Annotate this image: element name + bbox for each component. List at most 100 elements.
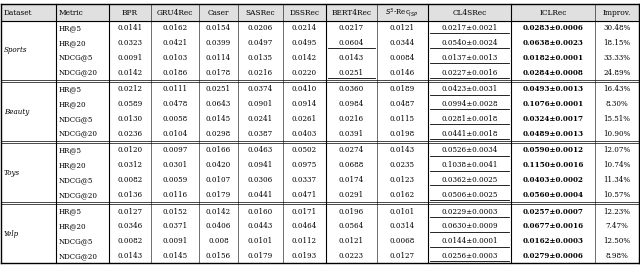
Text: 0.0403: 0.0403: [292, 130, 317, 138]
Text: 0.0323: 0.0323: [118, 39, 143, 47]
Text: 11.34%: 11.34%: [604, 176, 630, 184]
Text: 0.1076±0.0001: 0.1076±0.0001: [522, 100, 584, 108]
Text: 0.0443: 0.0443: [248, 222, 273, 231]
Text: 0.0590±0.0012: 0.0590±0.0012: [522, 146, 583, 154]
Text: 0.0212: 0.0212: [118, 85, 143, 93]
Text: 0.0241: 0.0241: [248, 115, 273, 123]
Text: 30.48%: 30.48%: [604, 24, 630, 32]
Text: 0.0463: 0.0463: [248, 146, 273, 154]
Text: 0.0564: 0.0564: [339, 222, 364, 231]
Text: 0.0141: 0.0141: [118, 24, 143, 32]
Text: 0.0156: 0.0156: [206, 252, 231, 260]
Text: 0.0166: 0.0166: [206, 146, 231, 154]
Text: 0.0235: 0.0235: [390, 161, 415, 169]
Text: ICLRec: ICLRec: [539, 9, 566, 17]
Text: 0.0324±0.0017: 0.0324±0.0017: [522, 115, 583, 123]
Text: 0.0406: 0.0406: [206, 222, 231, 231]
Text: HR@5: HR@5: [59, 146, 82, 154]
Text: 0.0994±0.0028: 0.0994±0.0028: [441, 100, 498, 108]
Text: 0.0421: 0.0421: [163, 39, 188, 47]
Text: Yelp: Yelp: [4, 230, 19, 238]
Text: 0.0281±0.0018: 0.0281±0.0018: [441, 115, 498, 123]
Text: 0.0123: 0.0123: [390, 176, 415, 184]
Text: 0.0143: 0.0143: [390, 146, 415, 154]
Text: 10.74%: 10.74%: [604, 161, 630, 169]
Text: 0.0104: 0.0104: [163, 130, 188, 138]
Text: 0.0374: 0.0374: [248, 85, 273, 93]
Text: 0.0493±0.0013: 0.0493±0.0013: [522, 85, 584, 93]
Text: NDCG@20: NDCG@20: [59, 130, 98, 138]
Text: 0.0914: 0.0914: [292, 100, 317, 108]
Text: 0.0560±0.0004: 0.0560±0.0004: [522, 191, 583, 199]
Text: 0.0196: 0.0196: [339, 208, 364, 215]
Text: 0.0487: 0.0487: [390, 100, 415, 108]
Text: 0.0120: 0.0120: [118, 146, 143, 154]
Text: 0.0677±0.0016: 0.0677±0.0016: [522, 222, 584, 231]
Text: 0.0344: 0.0344: [390, 39, 415, 47]
Text: 0.0135: 0.0135: [248, 54, 273, 62]
Text: 24.89%: 24.89%: [604, 69, 630, 77]
Text: 0.0142: 0.0142: [292, 54, 317, 62]
Text: 0.0059: 0.0059: [163, 176, 188, 184]
Text: NDCG@20: NDCG@20: [59, 69, 98, 77]
Text: 0.0283±0.0006: 0.0283±0.0006: [522, 24, 583, 32]
Text: 0.0497: 0.0497: [248, 39, 273, 47]
Text: 0.0058: 0.0058: [163, 115, 188, 123]
Text: 0.0301: 0.0301: [163, 161, 188, 169]
Text: 12.07%: 12.07%: [604, 146, 630, 154]
Text: 0.0298: 0.0298: [206, 130, 231, 138]
Text: 0.0130: 0.0130: [118, 115, 143, 123]
Text: 7.47%: 7.47%: [605, 222, 628, 231]
Text: 0.0162: 0.0162: [390, 191, 415, 199]
Text: 0.0901: 0.0901: [248, 100, 273, 108]
Text: NDCG@5: NDCG@5: [59, 237, 93, 245]
Text: 0.0127: 0.0127: [118, 208, 143, 215]
Text: 0.0371: 0.0371: [163, 222, 188, 231]
Text: 0.0495: 0.0495: [292, 39, 317, 47]
Text: 0.0143: 0.0143: [118, 252, 143, 260]
Text: 18.15%: 18.15%: [604, 39, 630, 47]
Text: 0.0399: 0.0399: [206, 39, 231, 47]
Text: 0.0506±0.0025: 0.0506±0.0025: [441, 191, 498, 199]
Text: 0.0217: 0.0217: [339, 24, 364, 32]
Text: 0.0229±0.0003: 0.0229±0.0003: [441, 208, 498, 215]
Text: 0.0410: 0.0410: [292, 85, 317, 93]
Text: 12.23%: 12.23%: [604, 208, 630, 215]
Text: 0.0291: 0.0291: [339, 191, 364, 199]
Text: 33.33%: 33.33%: [604, 54, 630, 62]
Text: Metric: Metric: [59, 9, 84, 17]
Text: 0.0115: 0.0115: [390, 115, 415, 123]
Text: 15.51%: 15.51%: [604, 115, 630, 123]
Text: HR@5: HR@5: [59, 85, 82, 93]
Text: 0.0941: 0.0941: [248, 161, 273, 169]
Text: 0.0403±0.0002: 0.0403±0.0002: [522, 176, 583, 184]
Text: 0.0489±0.0013: 0.0489±0.0013: [522, 130, 584, 138]
Text: HR@20: HR@20: [59, 161, 86, 169]
Text: NDCG@20: NDCG@20: [59, 252, 98, 260]
Text: 0.0589: 0.0589: [117, 100, 143, 108]
Text: 0.0068: 0.0068: [390, 237, 415, 245]
Text: BERT4Rec: BERT4Rec: [332, 9, 371, 17]
Text: 0.1150±0.0016: 0.1150±0.0016: [522, 161, 584, 169]
Text: Improv.: Improv.: [603, 9, 631, 17]
Text: 0.0362±0.0025: 0.0362±0.0025: [442, 176, 497, 184]
Text: 0.0261: 0.0261: [292, 115, 317, 123]
Text: 0.0178: 0.0178: [206, 69, 231, 77]
Text: 0.0103: 0.0103: [163, 54, 188, 62]
Text: 0.0121: 0.0121: [339, 237, 364, 245]
Text: 0.0975: 0.0975: [292, 161, 317, 169]
Text: 0.0306: 0.0306: [248, 176, 273, 184]
Text: 0.0256±0.0003: 0.0256±0.0003: [441, 252, 498, 260]
Text: HR@20: HR@20: [59, 222, 86, 231]
Text: Beauty: Beauty: [4, 108, 29, 115]
Text: 0.0097: 0.0097: [163, 146, 188, 154]
Text: 0.0984: 0.0984: [339, 100, 364, 108]
Text: HR@5: HR@5: [59, 24, 82, 32]
Text: 0.0502: 0.0502: [292, 146, 317, 154]
Text: HR@5: HR@5: [59, 208, 82, 215]
Text: 0.0121: 0.0121: [390, 24, 415, 32]
Text: 0.0171: 0.0171: [292, 208, 317, 215]
Text: 0.0526±0.0034: 0.0526±0.0034: [441, 146, 498, 154]
Text: 0.0638±0.0023: 0.0638±0.0023: [522, 39, 583, 47]
Text: 0.0217±0.0021: 0.0217±0.0021: [442, 24, 497, 32]
